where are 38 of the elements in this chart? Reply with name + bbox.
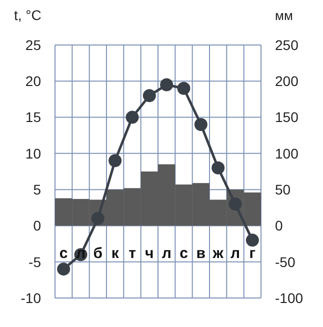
point: [142, 89, 156, 102]
y-tick-label: 15: [25, 109, 42, 126]
point: [194, 118, 208, 132]
y2-tick-label: 150: [275, 109, 299, 126]
point: [246, 234, 259, 247]
y-tick-label: 20: [25, 73, 42, 90]
x-tick-label: ж: [212, 245, 224, 262]
y2-tick-label: -100: [275, 290, 304, 306]
point: [160, 78, 174, 92]
y2-tick-label: 200: [275, 73, 299, 90]
y-tick-label: 0: [33, 218, 42, 234]
x-tick-label: с: [180, 245, 188, 262]
y2-tick-label: 50: [275, 181, 291, 198]
x-tick-label: б: [93, 245, 103, 262]
point: [108, 154, 122, 168]
y-tick-label: 5: [33, 181, 42, 198]
point: [57, 262, 70, 276]
x-tick-label: в: [196, 245, 206, 262]
point: [212, 161, 225, 174]
x-tick-label: л: [162, 245, 172, 262]
x-tick-label: к: [111, 245, 120, 262]
x-tick-label: т: [128, 245, 136, 262]
y-tick-label: -5: [28, 254, 42, 270]
x-tick-label: л: [230, 245, 240, 262]
x-tick-label: г: [249, 245, 256, 262]
y-tick-label: 10: [25, 145, 42, 162]
point: [177, 82, 190, 95]
y-axis-title: t, °C: [14, 7, 42, 23]
y2-tick-label: -50: [275, 254, 296, 270]
x-tick-label: ч: [145, 245, 154, 262]
y2-tick-label: 0: [275, 218, 283, 234]
y2-tick-label: 100: [275, 145, 299, 162]
y-tick-label: 25: [25, 36, 42, 53]
point: [126, 110, 139, 124]
y-tick-label: -10: [20, 290, 42, 306]
y2-tick-label: 250: [275, 36, 299, 53]
y2-axis-title: мм: [275, 8, 293, 23]
x-tick-label: с: [59, 245, 68, 262]
